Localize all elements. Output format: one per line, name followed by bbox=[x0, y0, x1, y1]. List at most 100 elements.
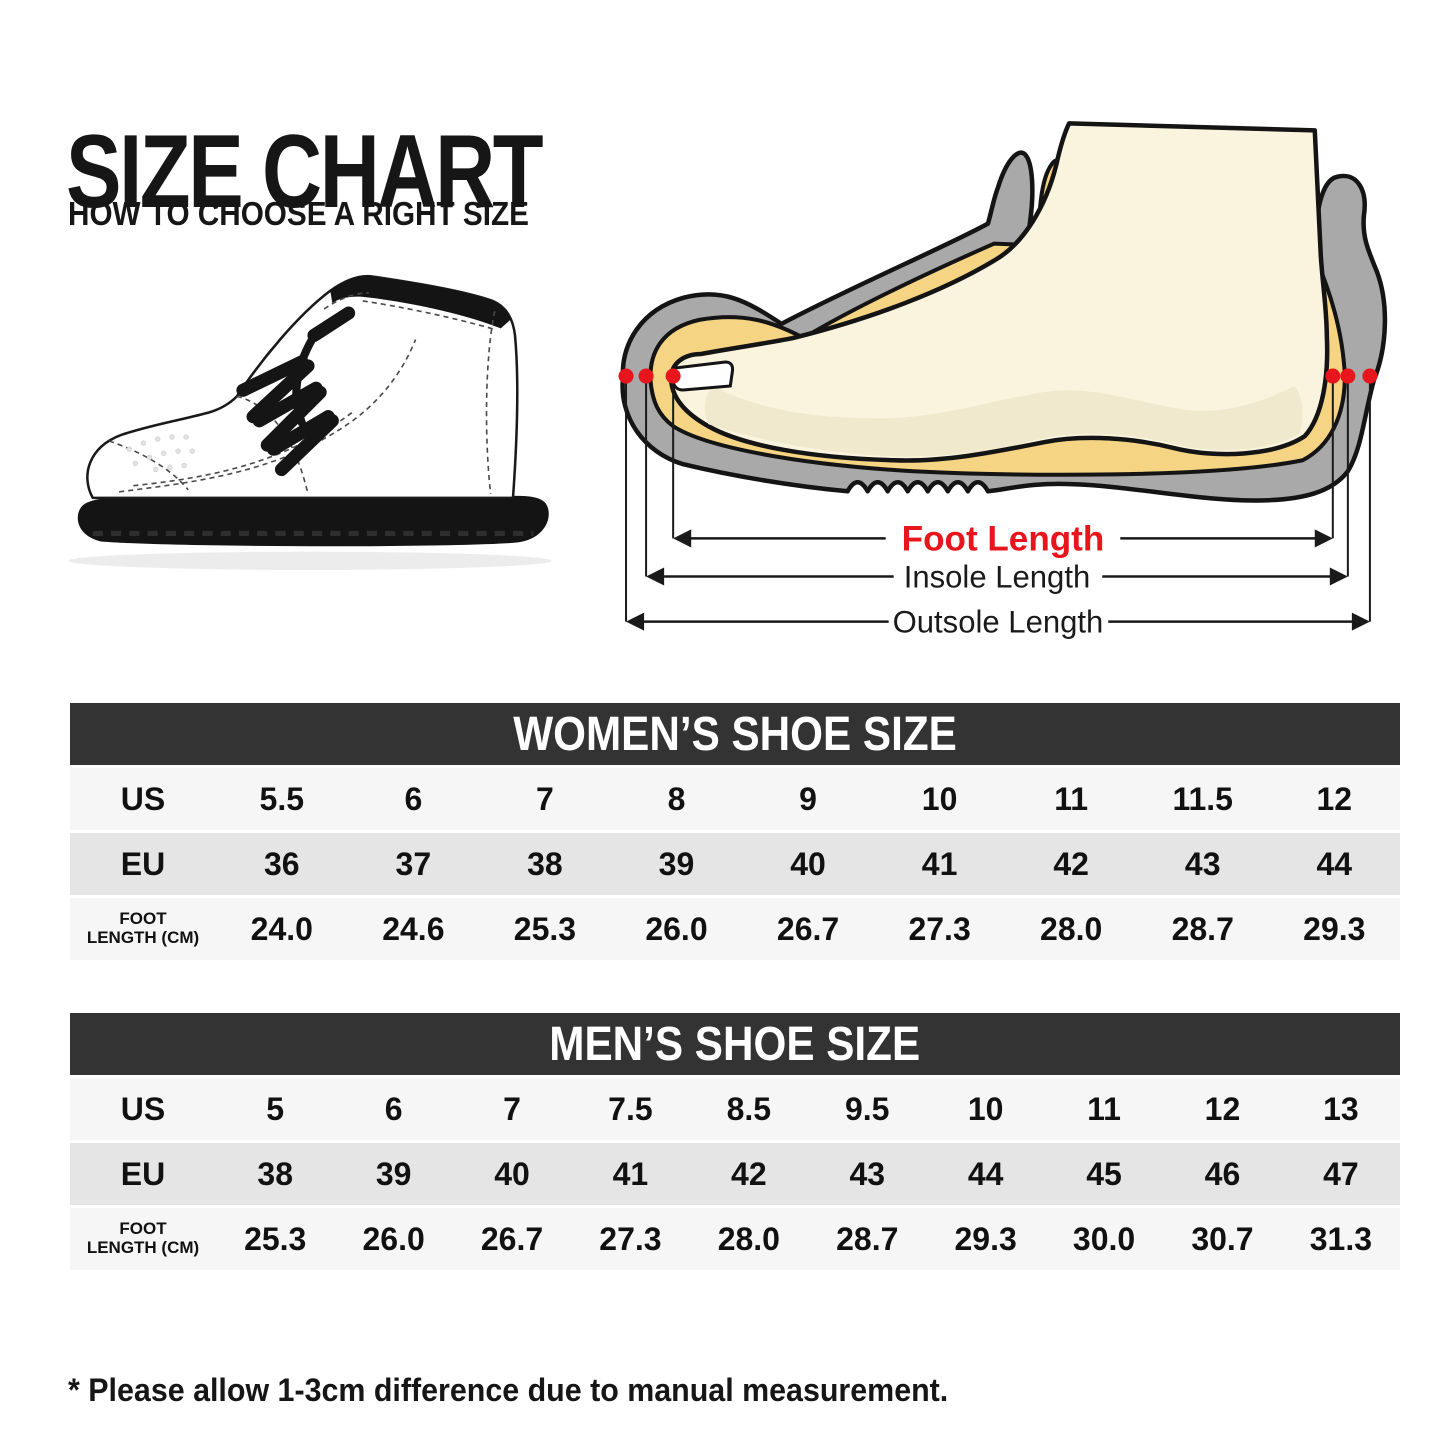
size-value: 43 bbox=[1184, 845, 1221, 882]
size-value: 30.7 bbox=[1191, 1220, 1254, 1257]
quarter-panel-stitch bbox=[119, 339, 417, 493]
size-value: 44 bbox=[1316, 845, 1353, 882]
size-value: 27.3 bbox=[908, 910, 971, 947]
size-value: 26.0 bbox=[645, 910, 708, 947]
size-value: 10 bbox=[921, 780, 958, 817]
page-subtitle: HOW TO CHOOSE A RIGHT SIZE bbox=[68, 195, 529, 233]
outsole-length-arrow: Outsole Length bbox=[626, 605, 1370, 640]
sneaker-sole bbox=[77, 495, 549, 547]
sneaker-collar bbox=[330, 276, 511, 329]
size-value: 5.5 bbox=[259, 780, 305, 817]
size-value: 46 bbox=[1204, 1155, 1241, 1192]
size-value: 12 bbox=[1204, 1090, 1241, 1127]
foot-shading bbox=[704, 386, 1303, 457]
size-value: 26.7 bbox=[776, 910, 840, 947]
size-value: 24.0 bbox=[250, 910, 313, 947]
heel-stitch bbox=[485, 310, 496, 494]
table-row-foot-length-cm: FOOT LENGTH (CM) 25.3 26.0 26.7 27.3 28.0 28.7… bbox=[70, 1208, 1400, 1270]
size-value: 9 bbox=[799, 780, 817, 817]
mens-size-table: MEN’S SHOE SIZE US 5 6 7 7.5 8.5 9.5 10 11 12 13 EU… bbox=[70, 1013, 1400, 1273]
size-value: 43 bbox=[849, 1155, 886, 1192]
row-label-us: US bbox=[120, 780, 166, 817]
footnote: * Please allow 1-3cm difference due to m… bbox=[68, 1372, 949, 1408]
table-row-us: US 5 6 7 7.5 8.5 9.5 10 11 12 13 bbox=[70, 1078, 1400, 1140]
sneaker-laces bbox=[236, 306, 356, 477]
size-value: 28.7 bbox=[836, 1220, 899, 1257]
size-value: 24.6 bbox=[382, 910, 445, 947]
size-value: 26.0 bbox=[362, 1220, 425, 1257]
toe-perforations bbox=[126, 434, 195, 473]
size-value: 12 bbox=[1316, 780, 1353, 817]
size-value: 29.3 bbox=[1303, 910, 1366, 947]
measurement-dots bbox=[618, 368, 1378, 384]
size-value: 45 bbox=[1086, 1155, 1122, 1192]
size-value: 8 bbox=[667, 780, 686, 817]
size-value: 8.5 bbox=[726, 1090, 772, 1127]
mens-table-body: US 5 6 7 7.5 8.5 9.5 10 11 12 13 EU 38 39 40 41 42 43 44 45… bbox=[70, 1078, 1400, 1270]
table-row-eu: EU 38 39 40 41 42 43 44 45 46 47 bbox=[70, 1143, 1400, 1205]
size-value: 28.7 bbox=[1171, 910, 1234, 947]
table-row-us: US 5.5 6 7 8 9 10 11 11.5 12 bbox=[70, 768, 1400, 830]
collar-stitch bbox=[362, 300, 495, 331]
size-value: 42 bbox=[731, 1155, 767, 1192]
row-label-foot-length-cm: FOOT LENGTH (CM) bbox=[86, 909, 200, 947]
size-value: 11.5 bbox=[1172, 780, 1233, 817]
row-label-eu: EU bbox=[120, 845, 166, 882]
size-value: 38 bbox=[257, 1155, 293, 1192]
size-value: 40 bbox=[790, 845, 826, 882]
size-value: 44 bbox=[967, 1155, 1004, 1192]
row-label-eu: EU bbox=[120, 1155, 166, 1192]
size-value: 39 bbox=[658, 845, 695, 882]
size-value: 6 bbox=[384, 1090, 403, 1127]
table-row-foot-length-cm: FOOT LENGTH (CM) 24.0 24.6 25.3 26.0 26.7 27.3… bbox=[70, 898, 1400, 960]
foot-measurement-diagram: Foot Length Insole Length Outsole Length bbox=[613, 85, 1405, 657]
eyestay-stitch bbox=[236, 395, 309, 495]
insole-length-arrow: Insole Length bbox=[646, 560, 1348, 595]
womens-size-table: WOMEN’S SHOE SIZE US 5.5 6 7 8 9 10 11 11.5 12 EU 3… bbox=[70, 703, 1400, 963]
table-row-eu: EU 36 37 38 39 40 41 42 43 44 bbox=[70, 833, 1400, 895]
size-value: 30.0 bbox=[1072, 1220, 1136, 1257]
size-value: 7.5 bbox=[608, 1090, 653, 1127]
size-value: 6 bbox=[404, 780, 423, 817]
size-value: 40 bbox=[494, 1155, 530, 1192]
size-value: 27.3 bbox=[599, 1220, 662, 1257]
size-value: 29.3 bbox=[954, 1220, 1017, 1257]
mens-table-header: MEN’S SHOE SIZE bbox=[70, 1013, 1400, 1075]
size-value: 28.0 bbox=[717, 1220, 780, 1257]
size-value: 5 bbox=[266, 1090, 285, 1127]
size-value: 47 bbox=[1323, 1155, 1359, 1192]
toe-cap-stitch bbox=[108, 440, 189, 491]
size-value: 10 bbox=[967, 1090, 1004, 1127]
sneaker-illustration bbox=[58, 238, 566, 573]
insole-length-label: Insole Length bbox=[904, 560, 1091, 595]
page-title: SIZE CHART bbox=[66, 113, 544, 230]
row-label-us: US bbox=[120, 1090, 166, 1127]
size-value: 7 bbox=[536, 780, 554, 817]
measurement-guides bbox=[625, 383, 1371, 622]
foot-length-arrow: Foot Length bbox=[673, 519, 1333, 558]
womens-table-title: WOMEN’S SHOE SIZE bbox=[513, 707, 957, 761]
size-value: 31.3 bbox=[1309, 1220, 1372, 1257]
size-value: 11 bbox=[1054, 780, 1089, 817]
outsole-length-label: Outsole Length bbox=[893, 605, 1104, 640]
size-value: 25.3 bbox=[513, 910, 577, 947]
sneaker-shadow bbox=[68, 551, 552, 570]
size-value: 41 bbox=[921, 845, 958, 882]
womens-table-body: US 5.5 6 7 8 9 10 11 11.5 12 EU 36 37 38 39 40 41 42 43 44 F… bbox=[70, 768, 1400, 960]
size-value: 7 bbox=[503, 1090, 521, 1127]
tongue-stitch bbox=[323, 292, 369, 310]
foot-length-label: Foot Length bbox=[902, 519, 1105, 558]
size-value: 11 bbox=[1087, 1090, 1121, 1127]
size-value: 38 bbox=[527, 845, 563, 882]
size-value: 9.5 bbox=[844, 1090, 890, 1127]
size-value: 28.0 bbox=[1040, 910, 1103, 947]
size-value: 42 bbox=[1053, 845, 1089, 882]
toenail bbox=[671, 360, 735, 392]
womens-table-header: WOMEN’S SHOE SIZE bbox=[70, 703, 1400, 765]
row-label-foot-length-cm: FOOT LENGTH (CM) bbox=[86, 1219, 200, 1257]
foot bbox=[668, 121, 1330, 463]
size-value: 25.3 bbox=[244, 1220, 307, 1257]
size-value: 36 bbox=[263, 845, 300, 882]
size-value: 37 bbox=[395, 845, 432, 882]
